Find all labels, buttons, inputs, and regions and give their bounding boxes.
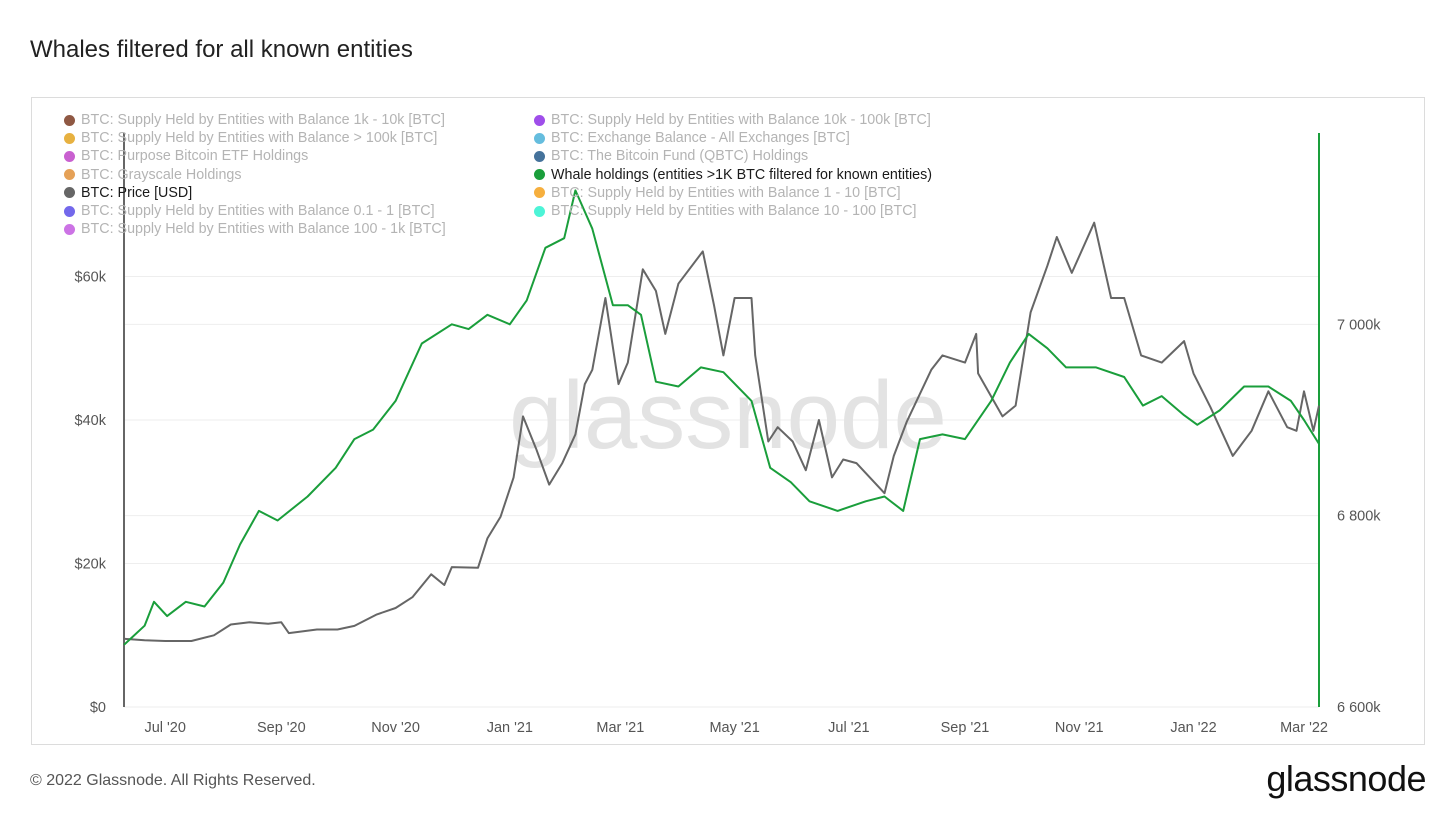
legend-left-item-4[interactable]: BTC: Price [USD] — [64, 184, 446, 202]
legend-left-item-0[interactable]: BTC: Supply Held by Entities with Balanc… — [64, 111, 446, 129]
legend-left-item-1[interactable]: BTC: Supply Held by Entities with Balanc… — [64, 129, 446, 147]
legend-column-left: BTC: Supply Held by Entities with Balanc… — [64, 111, 446, 238]
legend-label: BTC: The Bitcoin Fund (QBTC) Holdings — [551, 148, 809, 165]
series-line-price[interactable] — [123, 221, 1320, 642]
legend-label: BTC: Supply Held by Entities with Balanc… — [551, 112, 931, 128]
legend-left-item-2[interactable]: BTC: Purpose Bitcoin ETF Holdings — [64, 147, 446, 165]
legend-label: BTC: Supply Held by Entities with Balanc… — [81, 221, 446, 238]
x-tick-label: Mar '22 — [1280, 720, 1328, 736]
legend-dot-icon — [534, 187, 545, 199]
legend-label: BTC: Supply Held by Entities with Balanc… — [81, 202, 435, 219]
legend-label: BTC: Supply Held by Entities with Balanc… — [81, 130, 438, 147]
legend-label: Whale holdings (entities >1K BTC filtere… — [551, 166, 933, 183]
legend-dot-icon — [64, 223, 75, 235]
legend-dot-icon — [534, 205, 545, 217]
legend-dot-icon — [64, 169, 75, 181]
legend-left-item-5[interactable]: BTC: Supply Held by Entities with Balanc… — [64, 202, 446, 220]
x-tick-label: Mar '21 — [596, 720, 644, 736]
watermark: glassnode — [509, 362, 947, 469]
footer-logo[interactable]: glassnode — [1266, 758, 1426, 799]
legend-column-right: BTC: Supply Held by Entities with Balanc… — [534, 111, 932, 220]
legend-label: BTC: Supply Held by Entities with Balanc… — [551, 184, 901, 201]
y-right-tick-label: 6 600k — [1337, 700, 1381, 716]
legend-right-item-0[interactable]: BTC: Supply Held by Entities with Balanc… — [534, 111, 932, 129]
x-tick-label: Jan '21 — [487, 720, 533, 736]
x-tick-label: Nov '21 — [1055, 720, 1104, 736]
legend-left-item-3[interactable]: BTC: Grayscale Holdings — [64, 166, 446, 184]
y-left-tick-label: $0 — [90, 700, 106, 716]
legend-right-item-1[interactable]: BTC: Exchange Balance - All Exchanges [B… — [534, 129, 932, 147]
chart-frame — [31, 97, 1425, 745]
x-tick-label: Sep '20 — [257, 720, 306, 736]
legend-label: BTC: Exchange Balance - All Exchanges [B… — [551, 130, 850, 147]
legend-label: BTC: Price [USD] — [81, 184, 193, 201]
legend-dot-icon — [534, 132, 545, 144]
legend-dot-icon — [64, 150, 75, 162]
legend-right-item-4[interactable]: BTC: Supply Held by Entities with Balanc… — [534, 184, 932, 202]
legend-right-item-2[interactable]: BTC: The Bitcoin Fund (QBTC) Holdings — [534, 147, 932, 165]
y-right-tick-label: 6 800k — [1337, 509, 1381, 525]
tick-labels: $0 $20k $40k $60k 6 600k 6 800k 7 000k Jul '20 S… — [75, 270, 1382, 737]
legend-right-item-3[interactable]: Whale holdings (entities >1K BTC filtere… — [534, 166, 932, 184]
legend-right-item-5[interactable]: BTC: Supply Held by Entities with Balanc… — [534, 202, 932, 220]
legend-dot-icon — [64, 205, 75, 217]
x-tick-label: Nov '20 — [371, 720, 420, 736]
legend-dot-icon — [64, 187, 75, 199]
legend-dot-icon — [534, 150, 545, 162]
series-lines — [123, 189, 1320, 646]
legend-dot-icon — [64, 114, 75, 126]
legend-label: BTC: Grayscale Holdings — [81, 166, 242, 183]
legend-dot-icon — [534, 169, 545, 181]
x-tick-label: Jul '21 — [828, 720, 869, 736]
x-tick-label: Sep '21 — [941, 720, 990, 736]
x-tick-label: Jan '22 — [1170, 720, 1216, 736]
x-tick-label: Jul '20 — [144, 720, 185, 736]
legend-label: BTC: Supply Held by Entities with Balanc… — [551, 202, 917, 219]
legend-label: BTC: Supply Held by Entities with Balanc… — [81, 112, 445, 128]
y-right-tick-label: 7 000k — [1337, 317, 1381, 333]
series-line-whale-holdings[interactable] — [123, 189, 1320, 646]
chart-title: Whales filtered for all known entities — [30, 36, 413, 63]
axes — [123, 133, 1320, 707]
legend-dot-icon — [534, 114, 545, 126]
y-left-tick-label: $40k — [75, 413, 107, 429]
legend-left-item-6[interactable]: BTC: Supply Held by Entities with Balanc… — [64, 220, 446, 238]
y-left-tick-label: $20k — [75, 557, 107, 573]
x-tick-label: May '21 — [709, 720, 759, 736]
legend-label: BTC: Purpose Bitcoin ETF Holdings — [81, 148, 309, 165]
y-left-tick-label: $60k — [75, 270, 107, 286]
legend-dot-icon — [64, 132, 75, 144]
grid-lines — [124, 276, 1319, 708]
footer-copyright: © 2022 Glassnode. All Rights Reserved. — [30, 772, 316, 789]
